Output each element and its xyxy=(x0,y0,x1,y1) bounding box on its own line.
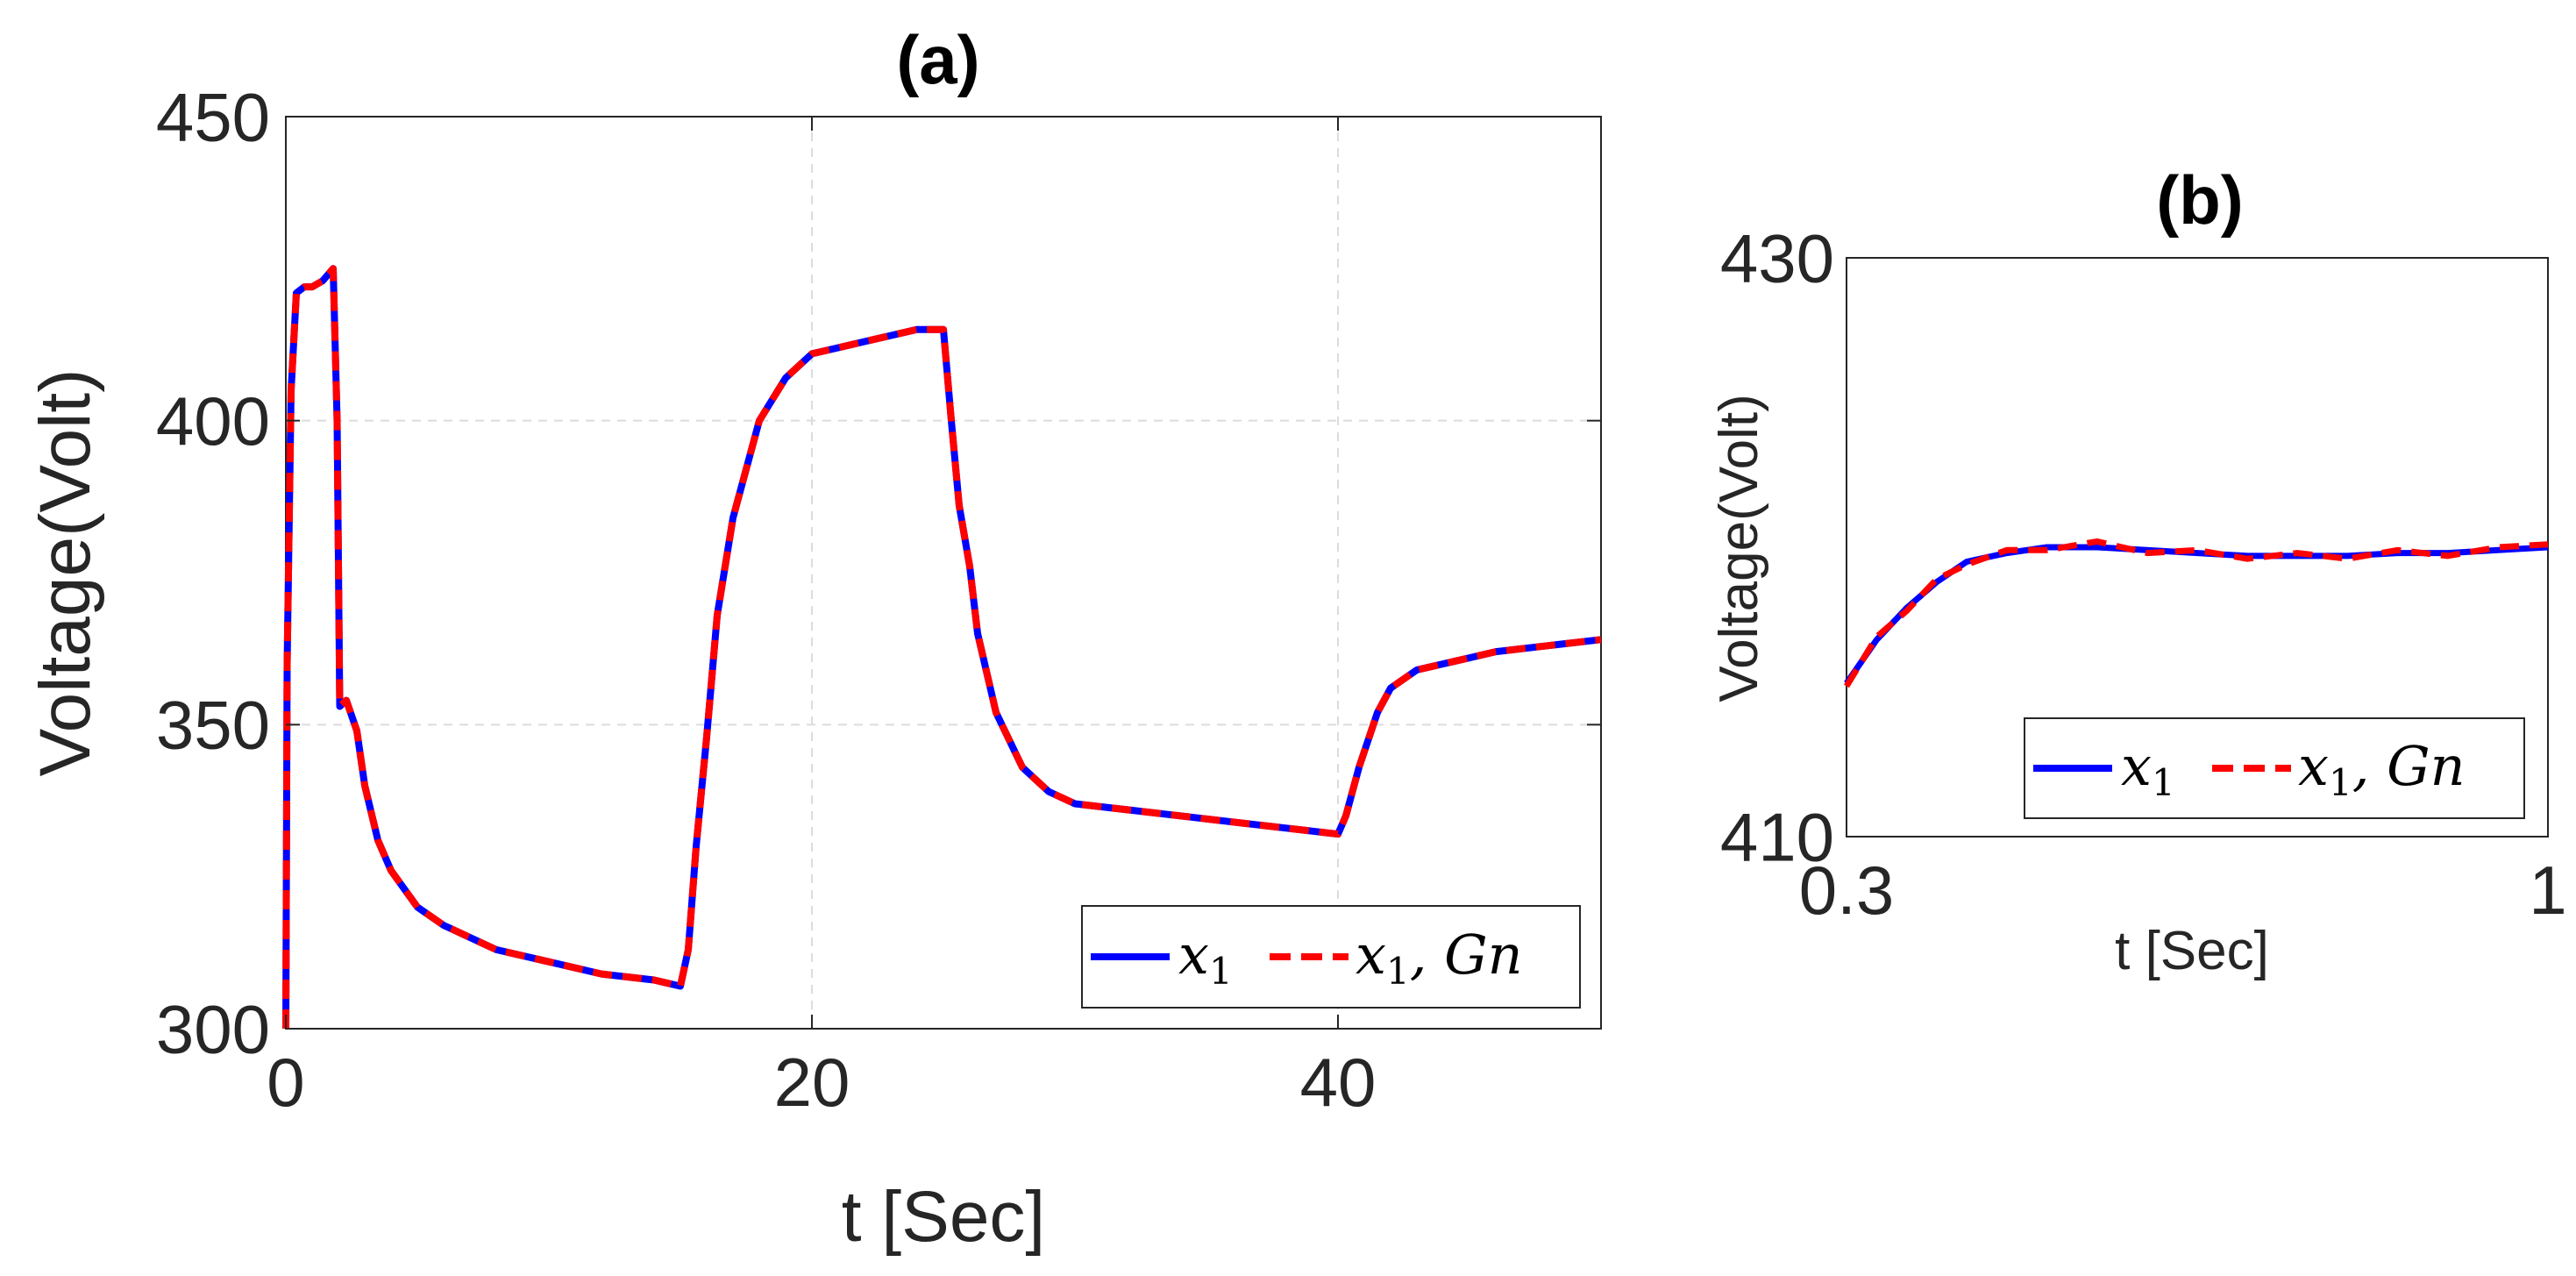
panel-a-title: (a) xyxy=(896,21,979,98)
panel-a-ytick-label: 400 xyxy=(156,382,270,460)
panel-a-legend-sub-2: 1 xyxy=(1386,950,1410,993)
panel-a-ytick-label: 300 xyxy=(156,990,270,1067)
panel-a-legend-var-2: x xyxy=(1356,923,1386,987)
panel-b-legend: x1 x1, Gn xyxy=(2024,717,2525,819)
panel-b-xticks: 0.3 1 xyxy=(1799,258,2567,929)
panel-b-legend-var-2: x xyxy=(2298,734,2329,798)
panel-b-series-x1 xyxy=(1844,544,2549,686)
panel-a-ytick-label: 350 xyxy=(156,687,270,764)
panel-b-xtick-label: 1 xyxy=(2529,852,2566,929)
panel-b-legend-var-1: x xyxy=(2121,734,2152,798)
panel-a-legend-suffix-2: , Gn xyxy=(1410,923,1523,987)
panel-b-legend-sub-1: 1 xyxy=(2152,761,2175,804)
panel-a-grid xyxy=(286,117,1601,1029)
panel-b-yticks: 410 430 xyxy=(1720,219,2548,875)
panel-a-xticks: 0 20 40 xyxy=(267,117,1376,1121)
panel-b-series-x1-gn xyxy=(1844,538,2549,688)
panel-a-ytick-label: 450 xyxy=(156,78,270,155)
panel-a-yticks: 300 350 400 450 xyxy=(156,78,1601,1067)
panel-a-ylabel: Voltage(Volt) xyxy=(25,369,105,777)
panel-a-series xyxy=(282,265,1602,1030)
panel-a-series-x1-gn xyxy=(282,265,1602,1030)
panel-b-legend-label-2: x1, Gn xyxy=(2298,734,2466,804)
panel-b-xlabel: t [Sec] xyxy=(2115,921,2269,981)
panel-b-xtick-label: 0.3 xyxy=(1799,852,1894,929)
panel-a-xtick-label: 20 xyxy=(774,1044,850,1121)
panel-a-plot-area xyxy=(285,116,1602,1030)
panel-a-legend-label-2: x1, Gn xyxy=(1356,923,1523,993)
panel-b-legend-suffix-2: , Gn xyxy=(2352,734,2466,798)
panel-b-title: (b) xyxy=(2156,161,2244,239)
panel-a-legend: x1 x1, Gn xyxy=(1081,905,1581,1009)
panel-a-xlabel: t [Sec] xyxy=(842,1177,1045,1257)
panel-a-legend-sub-1: 1 xyxy=(1209,950,1233,993)
panel-b-ytick-label: 410 xyxy=(1720,798,1834,875)
panel-b-series xyxy=(1844,538,2549,688)
panel-a-legend-var-1: x xyxy=(1178,923,1209,987)
panel-b-legend-label-1: x1 xyxy=(2121,734,2175,804)
panel-b-ytick-label: 430 xyxy=(1720,219,1834,296)
panel-a: (a) 300 350 400 450 0 20 40 Voltage(Volt) t [… xyxy=(25,21,1602,1257)
panel-b-ylabel: Voltage(Volt) xyxy=(1709,394,1769,702)
panel-b-legend-sub-2: 1 xyxy=(2329,761,2352,804)
panel-a-legend-label-1: x1 xyxy=(1178,923,1233,993)
panel-a-xtick-label: 40 xyxy=(1300,1044,1377,1121)
panel-a-xtick-label: 0 xyxy=(267,1044,304,1121)
